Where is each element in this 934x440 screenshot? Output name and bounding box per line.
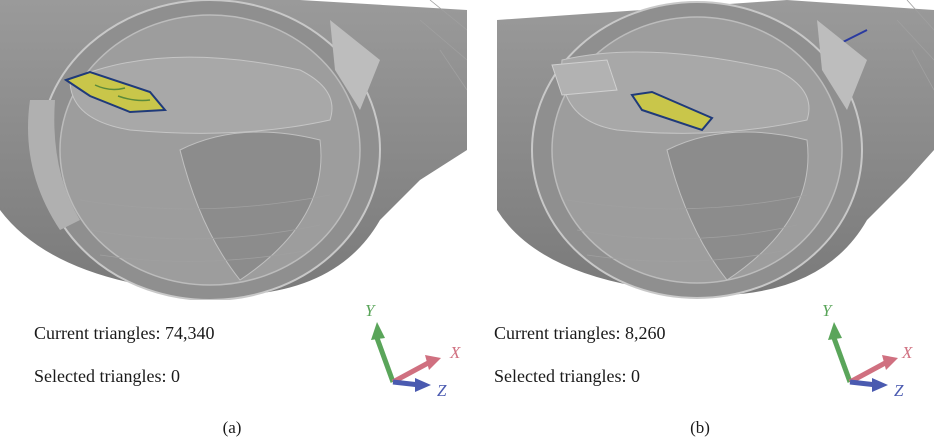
selected-triangles-label: Selected triangles: 0	[34, 366, 180, 386]
x-axis-arrow	[848, 359, 889, 385]
panel-b: Current triangles: 8,260 Selected triang…	[467, 0, 934, 410]
current-triangles-label: Current triangles: 74,340	[34, 323, 215, 343]
z-axis-label: Z	[437, 381, 447, 400]
current-triangles-label: Current triangles: 8,260	[494, 323, 666, 343]
axis-gizmo: Y X Z	[355, 300, 465, 400]
mesh-viewport[interactable]	[0, 0, 467, 300]
x-axis-label: X	[449, 343, 461, 362]
x-axis-label: X	[901, 343, 913, 362]
mesh-viewport[interactable]	[467, 0, 934, 300]
z-axis-label: Z	[894, 381, 904, 400]
caption-a: (a)	[222, 418, 242, 437]
y-axis-arrow	[374, 337, 396, 383]
panel-a: Current triangles: 74,340 Selected trian…	[0, 0, 467, 410]
y-axis-label: Y	[822, 301, 833, 320]
caption-b: (b)	[690, 418, 710, 437]
y-axis-label: Y	[365, 301, 376, 320]
x-axis-arrow	[391, 359, 432, 385]
axis-gizmo: Y X Z	[812, 300, 922, 400]
selected-triangles-label: Selected triangles: 0	[494, 366, 640, 386]
y-axis-arrow	[831, 337, 853, 383]
